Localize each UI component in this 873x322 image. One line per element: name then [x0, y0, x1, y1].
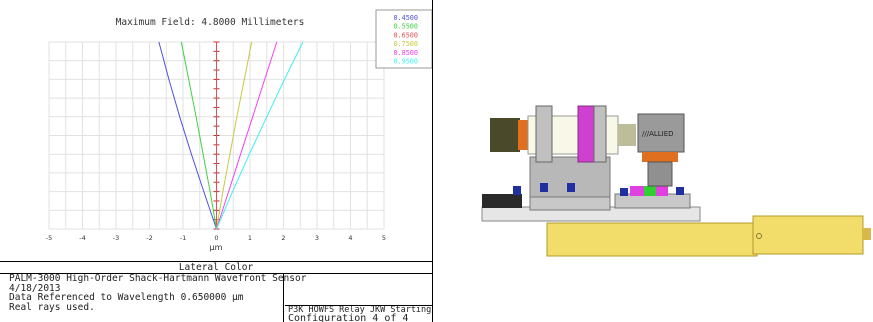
relay-assembly-illustration: ///ALLIED	[481, 105, 871, 257]
series-line-0.9500	[216, 41, 304, 230]
green-block	[644, 186, 656, 196]
camera-post	[647, 161, 673, 187]
screw-blue	[513, 186, 521, 195]
x-tick-label: 5	[382, 234, 386, 242]
x-tick-label: -2	[146, 234, 152, 242]
screw-blue	[567, 183, 575, 192]
x-tick-label: 4	[348, 234, 352, 242]
barrel-dark	[490, 118, 520, 152]
rail-stub	[863, 228, 871, 240]
reference-wavelength: Data Referenced to Wavelength 0.650000 µ…	[9, 292, 244, 304]
x-tick-label: -4	[79, 234, 85, 242]
plot-name: Lateral Color	[0, 261, 432, 274]
series-line-0.5500	[180, 41, 217, 230]
legend-entry: 0.5500	[393, 23, 418, 31]
file-info: P3K HOWFS Relay JKW Starting.zmx Configu…	[285, 306, 432, 322]
left-block	[482, 194, 522, 208]
system-title: PALM-3000 High-Order Shack-Hartmann Wave…	[9, 273, 307, 284]
screw-blue	[676, 187, 684, 195]
plot-date: 4/18/2013	[9, 282, 61, 294]
file-name: P3K HOWFS Relay JKW Starting.zmx	[288, 306, 432, 315]
series-line-0.7500	[216, 41, 253, 230]
x-tick-label: 3	[315, 234, 319, 242]
magenta-lens-holder	[577, 105, 595, 163]
camera-brand: ///ALLIED	[642, 130, 674, 138]
series-line-0.4500	[158, 41, 217, 230]
optomechanical-render: ///ALLIED	[470, 90, 873, 270]
barrel-orange-ring	[518, 120, 528, 150]
right-mount	[614, 193, 691, 209]
yellow-rail	[546, 222, 758, 257]
lens-holder-left	[535, 105, 553, 163]
x-tick-label: 1	[248, 234, 252, 242]
legend-entry: 0.6500	[393, 31, 418, 39]
barrel-tail	[618, 124, 636, 146]
series-line-0.8500	[216, 41, 278, 230]
lateral-color-chart: Maximum Field: 4.8000 Millimeters -5 -4 -3…	[46, 9, 432, 252]
ray-note: Real rays used.	[9, 301, 95, 313]
lens-holder-right	[593, 105, 607, 163]
x-axis-label: µm	[210, 243, 223, 252]
x-tick-label: 2	[281, 234, 285, 242]
screw-blue	[620, 188, 628, 196]
legend-box	[375, 9, 432, 69]
x-tick-label: -5	[46, 234, 52, 242]
lateral-color-plot-panel: Maximum Field: 4.8000 Millimeters -5 -4 -3…	[0, 0, 433, 322]
x-tick-label: -1	[180, 234, 186, 242]
plot-info: PALM-3000 High-Order Shack-Hartmann Wave…	[0, 273, 307, 322]
rail-screw	[756, 233, 762, 239]
magenta-block	[630, 186, 644, 196]
legend-entry: 0.7500	[393, 40, 418, 48]
footer-blank-cell	[285, 273, 432, 306]
x-tick-label: 0	[214, 234, 218, 242]
legend-entry: 0.4500	[393, 14, 418, 22]
screw-blue	[540, 183, 548, 192]
x-tick-label: -3	[113, 234, 119, 242]
lower-mount	[529, 195, 611, 211]
configuration-label: Configuration 4 of 4	[288, 313, 409, 322]
chart-title: Maximum Field: 4.8000 Millimeters	[116, 17, 305, 28]
magenta-block	[656, 186, 668, 196]
yellow-rail-end	[752, 215, 864, 255]
legend-entry: 0.8500	[393, 49, 418, 57]
camera-orange-adapter	[642, 152, 678, 162]
legend-entry: 0.9500	[393, 58, 418, 66]
